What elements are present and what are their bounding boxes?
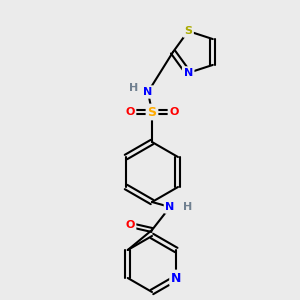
Text: O: O <box>125 107 135 117</box>
Text: H: H <box>183 202 193 212</box>
Text: H: H <box>129 83 139 93</box>
Text: S: S <box>148 106 157 118</box>
Text: N: N <box>143 87 153 97</box>
Text: N: N <box>184 68 193 78</box>
Text: O: O <box>169 107 179 117</box>
Text: S: S <box>184 26 192 36</box>
Text: N: N <box>171 272 181 284</box>
Text: N: N <box>165 202 175 212</box>
Text: O: O <box>125 220 135 230</box>
